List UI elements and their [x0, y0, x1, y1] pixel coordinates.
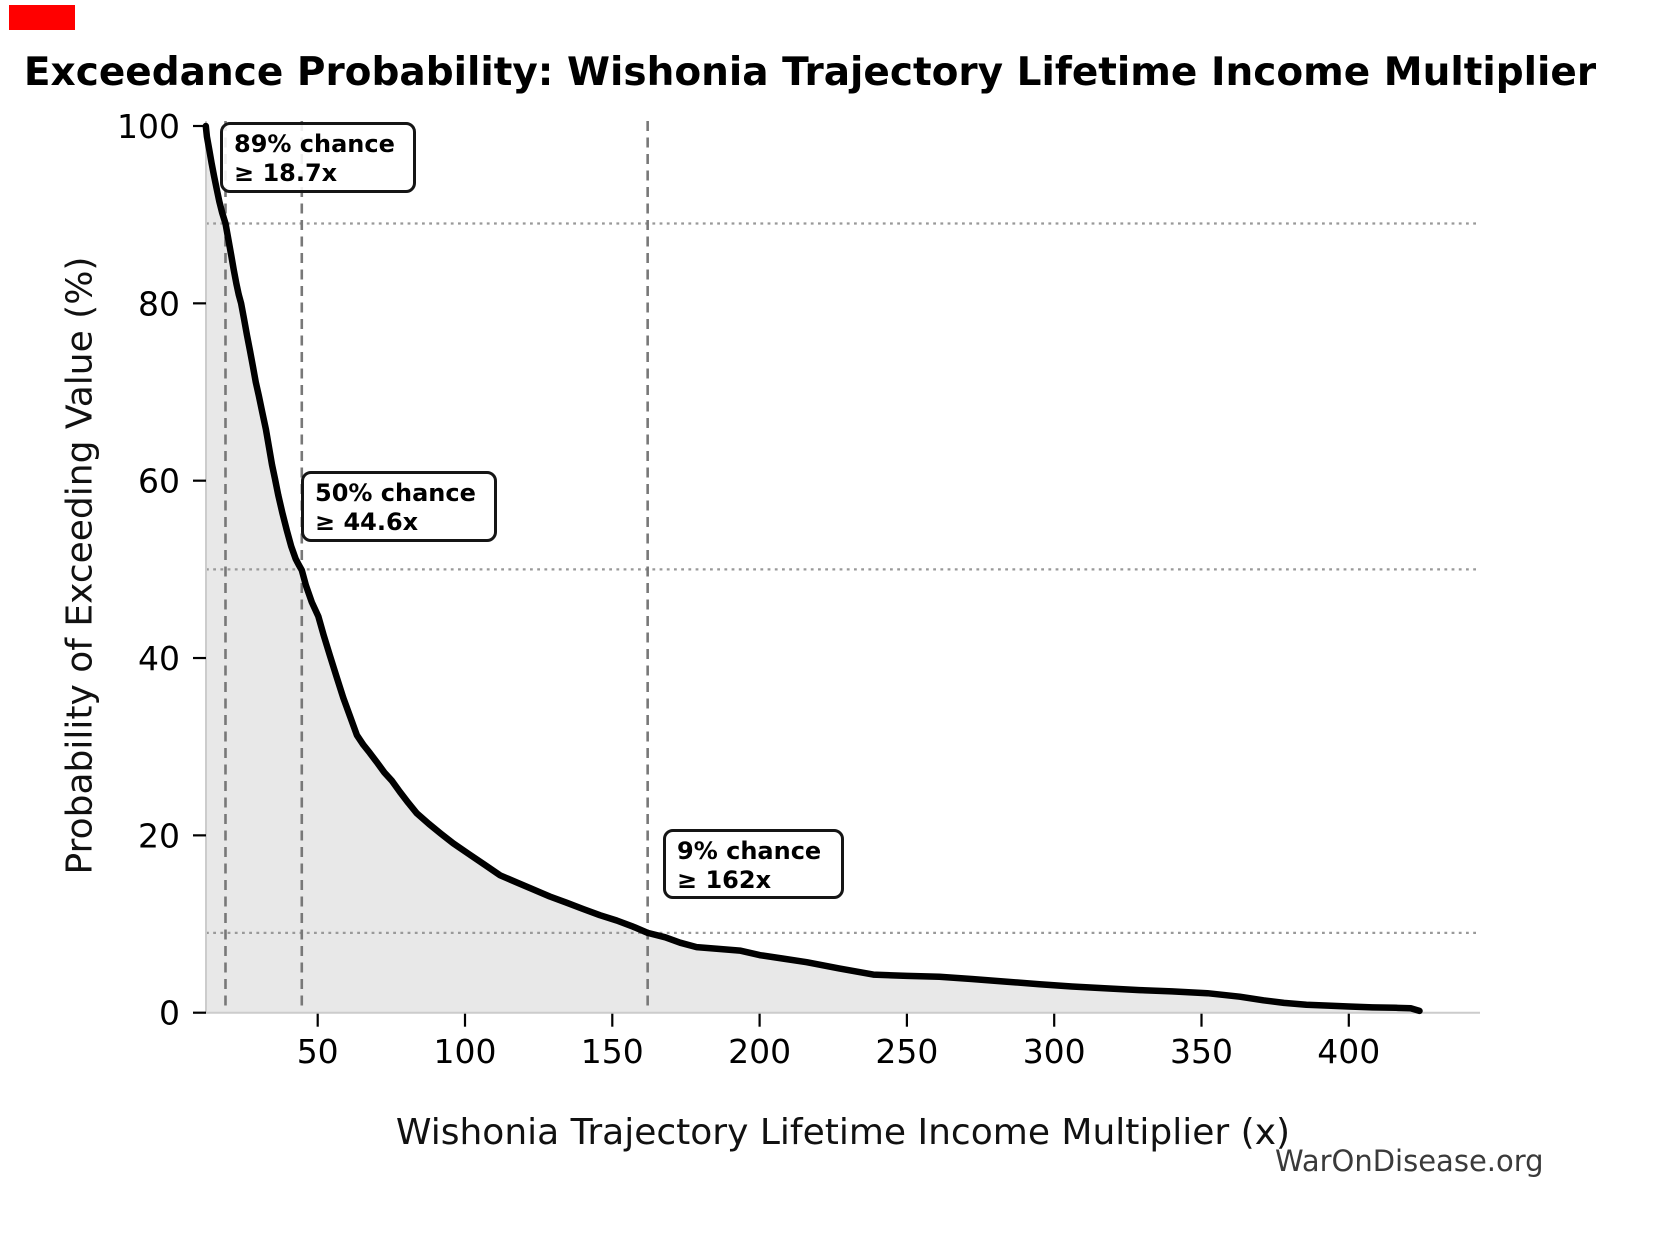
y-axis-label: Probability of Exceeding Value (%) — [59, 256, 101, 875]
annotation-line: 89% chance — [234, 130, 395, 158]
x-tick-label: 150 — [581, 1032, 644, 1071]
curve-area-fill — [205, 126, 1420, 1013]
chart-title: Exceedance Probability: Wishonia Traject… — [23, 50, 1597, 95]
annotation-line: 50% chance — [315, 479, 476, 507]
annotation-box-9pct: 9% chance ≥ 162x — [663, 829, 844, 899]
annotation-line: 9% chance — [677, 837, 822, 865]
x-axis-label: Wishonia Trajectory Lifetime Income Mult… — [395, 1112, 1291, 1153]
watermark-text: WarOnDisease.org — [1275, 1144, 1544, 1178]
y-tick-label: 100 — [117, 107, 180, 146]
x-tick-label: 50 — [297, 1032, 339, 1071]
x-tick-label: 400 — [1317, 1032, 1380, 1071]
y-tick-label: 0 — [159, 994, 180, 1033]
annotation-line: ≥ 18.7x — [234, 159, 338, 187]
x-tick-label: 250 — [875, 1032, 938, 1071]
annotation-box-50pct: 50% chance ≥ 44.6x — [301, 471, 497, 542]
x-tick-label: 350 — [1170, 1032, 1233, 1071]
exceedance-curve-line — [202, 122, 1423, 1015]
annotation-line: ≥ 162x — [677, 866, 772, 894]
red-marker-square — [9, 5, 75, 30]
y-tick-label: 20 — [138, 816, 180, 855]
y-tick-label: 80 — [138, 284, 180, 323]
annotation-line: ≥ 44.6x — [315, 508, 419, 536]
x-tick-label: 200 — [728, 1032, 791, 1071]
x-tick-label: 100 — [434, 1032, 497, 1071]
annotation-box-89pct: 89% chance ≥ 18.7x — [220, 122, 416, 193]
y-tick-label: 60 — [138, 462, 180, 501]
y-tick-label: 40 — [138, 639, 180, 678]
x-tick-label: 300 — [1023, 1032, 1086, 1071]
